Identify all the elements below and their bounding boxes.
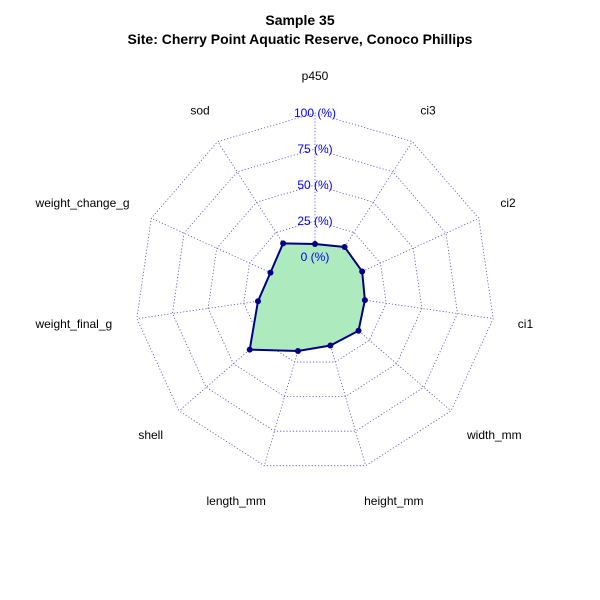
chart-subtitle: Site: Cherry Point Aquatic Reserve, Cono… [127, 31, 473, 47]
data-point [361, 297, 368, 304]
axis-label: shell [138, 428, 163, 442]
data-point [327, 342, 334, 349]
axis-label: weight_change_g [35, 196, 130, 210]
data-point [246, 346, 253, 353]
data-point [280, 240, 287, 247]
grid-ring [243, 220, 387, 363]
axis-label: ci3 [420, 103, 436, 117]
radial-tick-label: 0 (%) [301, 250, 330, 264]
grid-ring [207, 184, 423, 398]
chart-title: Sample 35 [265, 12, 335, 28]
data-point [359, 268, 366, 275]
series-area [248, 242, 366, 353]
data-point [355, 327, 362, 334]
axis-label: ci1 [518, 317, 534, 331]
axis-label: sod [190, 103, 209, 117]
axis-label: ci2 [500, 196, 516, 210]
data-point [254, 298, 261, 305]
radial-tick-label: 25 (%) [297, 214, 332, 228]
radial-tick-label: 75 (%) [297, 142, 332, 156]
axis-label: length_mm [206, 494, 265, 508]
data-point [267, 269, 274, 276]
radial-tick-label: 100 (%) [294, 106, 336, 120]
data-point [294, 348, 301, 355]
axis-label: p450 [302, 69, 329, 83]
radial-tick-label: 50 (%) [297, 178, 332, 192]
axis-label: weight_final_g [34, 317, 112, 331]
axis-label: width_mm [466, 428, 522, 442]
axis-labels: p450 ci3 ci2 ci1 width_mm height_mm length_mm s… [34, 69, 533, 508]
radar-series [246, 240, 368, 355]
radial-tick-labels: 0 (%) 25 (%) 50 (%) 75 (%) 100 (%) [294, 106, 336, 264]
axis-label: height_mm [364, 494, 423, 508]
grid-ring [136, 112, 494, 467]
data-point [341, 243, 348, 250]
data-point [312, 241, 318, 248]
